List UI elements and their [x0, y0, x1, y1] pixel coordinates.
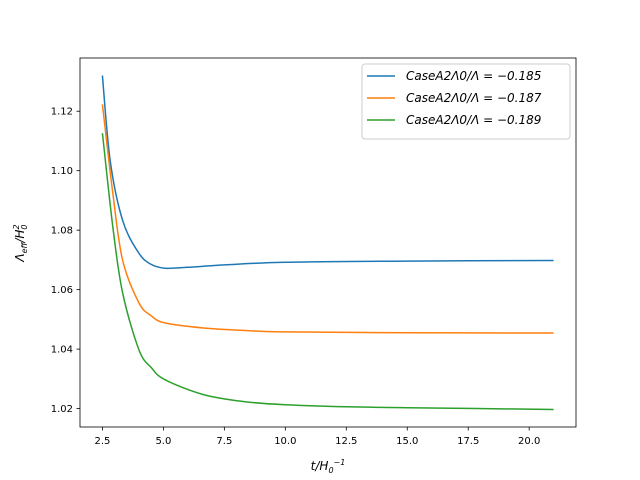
legend-box — [361, 63, 571, 140]
y-axis-label: Λeff/H02 — [12, 224, 29, 262]
legend-label: CaseA2Λ0/Λ = −0.189 — [406, 113, 541, 127]
x-axis-label: t/H0−1 — [311, 458, 346, 475]
x-tick-label: 15.0 — [396, 436, 418, 447]
axes-frame — [79, 57, 577, 428]
y-tick-label: 1.08 — [51, 226, 73, 237]
y-tick-label: 1.06 — [51, 285, 73, 296]
series-line-3 — [101, 133, 554, 411]
series-line-2 — [101, 104, 554, 334]
y-axis: 1.02 1.04 1.06 1.08 1.10 1.12 — [51, 107, 80, 415]
y-tick-label: 1.10 — [51, 166, 73, 177]
x-tick-label: 7.5 — [216, 436, 232, 447]
x-tick-label: 20.0 — [518, 436, 540, 447]
legend-label: CaseA2Λ0/Λ = −0.185 — [406, 69, 541, 83]
x-tick-label: 12.5 — [335, 436, 357, 447]
x-axis: 2.5 5.0 7.5 10.0 12.5 15.0 17.5 20.0 — [94, 427, 540, 447]
series-line-1 — [101, 75, 554, 270]
x-tick-label: 10.0 — [274, 436, 296, 447]
x-tick-label: 5.0 — [155, 436, 171, 447]
y-tick-label: 1.02 — [51, 404, 73, 415]
legend: CaseA2Λ0/Λ = −0.185 CaseA2Λ0/Λ = −0.187 Ca… — [361, 63, 571, 140]
y-tick-label: 1.12 — [51, 107, 73, 118]
x-tick-label: 17.5 — [457, 436, 479, 447]
x-tick-label: 2.5 — [94, 436, 110, 447]
legend-label: CaseA2Λ0/Λ = −0.187 — [406, 91, 542, 105]
plot-lines — [101, 75, 554, 411]
y-tick-label: 1.04 — [51, 345, 73, 356]
